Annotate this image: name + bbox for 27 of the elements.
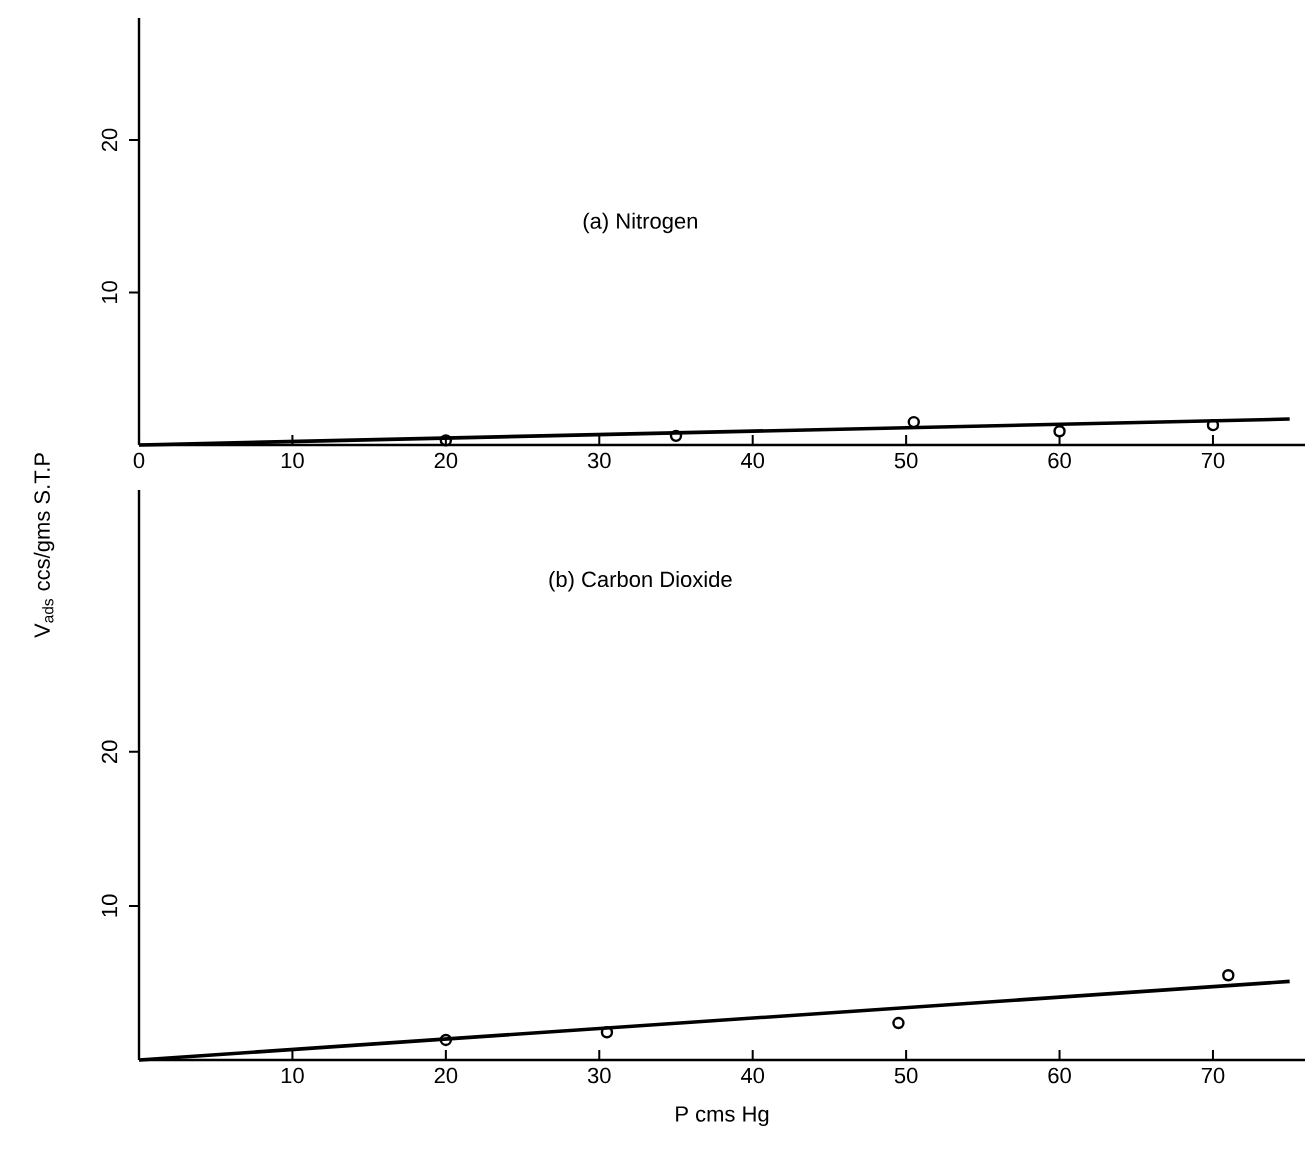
x-tick-label: 50 <box>894 1067 918 1084</box>
x-tick-label: 20 <box>434 452 458 469</box>
x-tick-label: 20 <box>434 1067 458 1084</box>
y-tick-label: 10 <box>101 894 118 917</box>
x-tick-label: 10 <box>281 1067 304 1084</box>
x-tick-label: 30 <box>587 452 611 469</box>
y-tick-label: 20 <box>101 128 118 152</box>
x-tick-label: 0 <box>133 452 145 469</box>
x-tick-label: 40 <box>740 1067 765 1084</box>
x-tick-label: 60 <box>1048 452 1071 469</box>
x-tick-label: 70 <box>1201 452 1225 469</box>
text: (a) Nitrogen <box>583 212 697 234</box>
x-tick-label: 10 <box>281 452 304 469</box>
point <box>892 1016 905 1030</box>
point <box>439 1033 453 1047</box>
x-tick-label: 30 <box>587 1067 611 1084</box>
x-tick-label: 60 <box>1048 1067 1071 1084</box>
text: (b) Carbon Dioxide <box>549 570 732 592</box>
x-axis-title: P cms Hg <box>676 1106 769 1127</box>
y-axis-title: V$_{ads}$ ccs/gms S.T.P <box>33 453 55 638</box>
x-tick-label: 40 <box>740 452 765 469</box>
point <box>600 1026 614 1039</box>
y-tick-label: 10 <box>101 281 118 304</box>
x-tick-label: 50 <box>894 452 918 469</box>
point <box>1222 969 1235 982</box>
x-tick-label: 70 <box>1201 1067 1225 1084</box>
y-tick-label: 20 <box>101 740 118 764</box>
